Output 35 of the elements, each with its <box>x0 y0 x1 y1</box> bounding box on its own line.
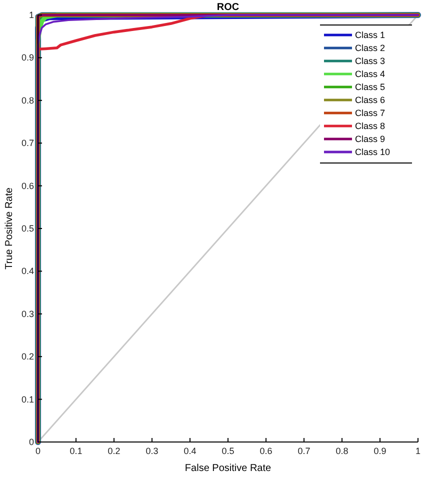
x-tick-label: 0.9 <box>374 446 386 456</box>
legend-label: Class 2 <box>355 43 386 53</box>
y-tick-label: 0.1 <box>21 394 34 404</box>
legend-label: Class 10 <box>355 147 390 157</box>
y-tick-label: 0.4 <box>21 266 34 276</box>
x-axis-title: False Positive Rate <box>184 463 272 474</box>
legend-label: Class 7 <box>355 108 386 118</box>
x-tick-label: 0.3 <box>146 446 158 456</box>
x-tick-label: 0.2 <box>108 446 120 456</box>
y-tick-label: 0 <box>28 437 34 447</box>
x-tick-label: 0.6 <box>260 446 272 456</box>
y-tick-label: 0.5 <box>21 224 34 234</box>
x-tick-label: 0.8 <box>336 446 348 456</box>
chart-title: ROC <box>216 2 240 13</box>
legend-label: Class 5 <box>355 82 386 92</box>
x-tick-label: 0.1 <box>70 446 82 456</box>
legend-label: Class 6 <box>355 95 386 105</box>
legend-label: Class 9 <box>355 134 386 144</box>
y-tick-label: 0.3 <box>21 308 34 319</box>
y-tick-label: 1 <box>28 10 34 20</box>
x-tick-label: 0.7 <box>298 446 310 456</box>
legend-label: Class 1 <box>355 30 386 40</box>
y-tick-label: 0.6 <box>21 180 34 191</box>
y-tick-label: 0.8 <box>21 95 34 106</box>
legend-label: Class 3 <box>355 56 386 66</box>
x-tick-label: 1 <box>415 446 421 456</box>
y-tick-label: 0.7 <box>21 138 34 148</box>
y-tick-label: 0.2 <box>21 352 34 362</box>
y-tick-label: 0.9 <box>21 52 34 63</box>
x-tick-label: 0.5 <box>222 446 234 456</box>
legend-label: Class 8 <box>355 121 386 131</box>
x-tick-label: 0.4 <box>184 446 196 456</box>
y-axis-title: True Positive Rate <box>4 187 15 270</box>
x-tick-label: 0 <box>35 446 41 456</box>
legend-label: Class 4 <box>355 69 386 79</box>
